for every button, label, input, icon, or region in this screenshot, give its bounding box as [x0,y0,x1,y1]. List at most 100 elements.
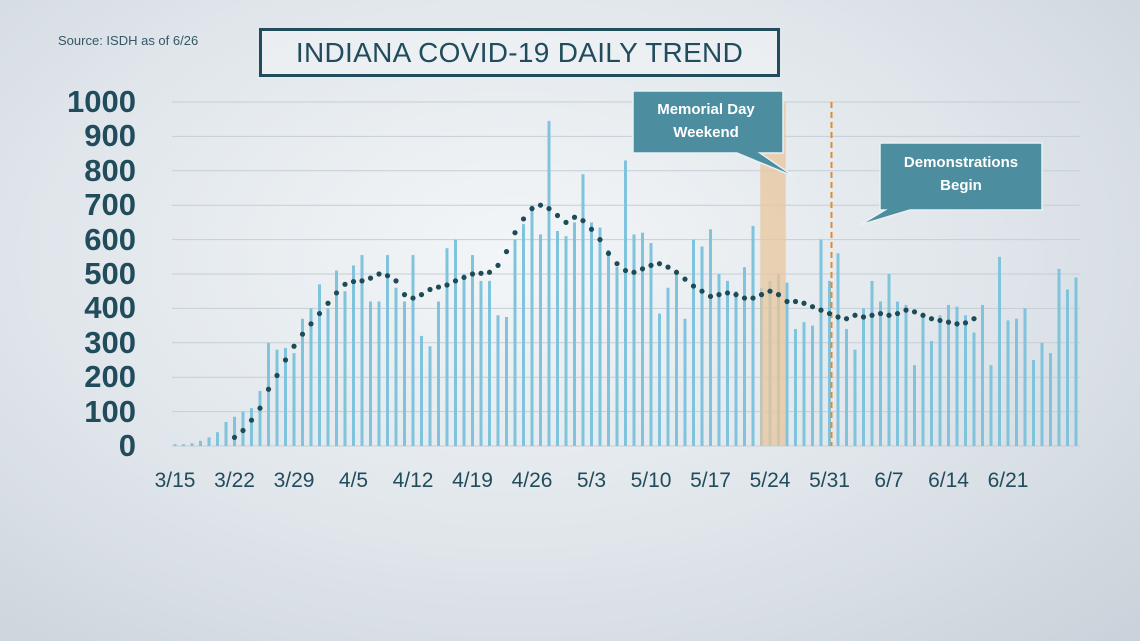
y-tick-label: 900 [84,118,136,154]
bar [1066,289,1069,446]
bar [352,265,355,446]
trend-point [308,321,314,327]
demonstrations-label-line1: Demonstrations [904,154,1018,171]
bar [284,347,287,446]
bar [403,301,406,446]
bar [981,304,984,446]
trend-point [860,314,867,320]
bar [675,272,678,446]
bar [471,255,474,446]
trend-point [758,292,765,298]
bar [649,243,653,446]
trend-point [767,288,773,294]
trend-point [622,267,629,274]
x-tick-label: 4/12 [392,469,434,492]
trend-point [937,317,943,324]
x-tick-label: 4/5 [338,469,369,492]
memorial-day-label-line2: Weekend [673,124,739,141]
trend-point [350,278,357,285]
trend-point [418,292,425,298]
trend-point [750,295,756,301]
bar [1015,318,1018,446]
bar [836,253,840,446]
trend-point [444,282,450,288]
trend-point [605,250,612,256]
bar [879,301,882,446]
demonstrations-callout: Demonstrations Begin [859,142,1043,226]
trend-point [563,219,569,225]
bar [964,315,967,446]
bar [267,342,270,446]
trend-point [852,312,858,318]
bar [1057,268,1061,446]
bar [454,239,457,446]
bar [666,287,670,446]
bar [522,224,525,446]
bar [913,365,916,446]
chart-title: INDIANA COVID-19 DAILY TREND [259,28,780,77]
x-tick-label: 4/19 [452,469,493,492]
bar [709,229,712,446]
trend-point [894,310,901,317]
y-tick-label: 1000 [67,84,136,119]
trend-point [359,278,365,284]
trend-point [274,372,280,379]
bar [1049,353,1052,446]
trend-point [716,292,722,298]
bar [811,325,814,446]
trend-point [529,206,535,212]
bar [896,301,899,446]
bar [930,341,933,446]
trend-point [257,405,263,411]
trend-point [869,312,875,318]
y-tick-label: 200 [84,359,136,395]
x-tick-label: 3/22 [214,469,255,492]
bar [292,353,296,446]
trend-point [733,292,739,298]
x-tick-label: 6/7 [874,469,904,492]
trend-point [911,309,918,315]
trend-point [614,261,620,267]
bar [955,306,959,446]
trend-point [265,386,272,392]
bar [224,421,228,446]
y-tick-label: 300 [84,324,136,360]
trend-point [903,307,909,313]
bar [216,432,219,446]
trend-point [376,271,382,277]
trend-point [690,283,697,289]
trend-point [673,269,680,275]
bar [590,222,593,446]
trend-point [427,286,433,293]
trend-point [665,264,671,270]
trend-point [835,314,841,320]
bar [1032,360,1035,446]
x-tick-label: 5/31 [809,469,850,492]
trend-point [571,214,578,220]
x-tick-label: 6/21 [987,469,1029,492]
trend-point [520,216,527,222]
bar [624,160,627,447]
bar [530,205,534,446]
trend-point [316,310,323,317]
x-tick-label: 6/14 [928,469,969,492]
trend-point [393,278,399,284]
source-note: Source: ISDH as of 6/26 [58,33,199,48]
trend-point [682,276,688,282]
x-tick-label: 3/15 [154,469,196,492]
bars [173,120,1078,447]
trend-point [461,274,467,281]
bar [1040,342,1044,446]
bar [658,313,661,446]
trend-point [554,212,561,219]
bar [887,274,891,446]
x-tick-label: 4/26 [511,469,553,492]
bar [615,267,619,446]
x-tick-label: 3/29 [273,469,315,492]
trend-point [333,290,340,296]
y-tick-label: 0 [118,428,136,463]
trend-point [954,321,960,327]
bar [598,227,602,446]
trend-point [792,298,799,305]
trend-point [920,312,926,318]
